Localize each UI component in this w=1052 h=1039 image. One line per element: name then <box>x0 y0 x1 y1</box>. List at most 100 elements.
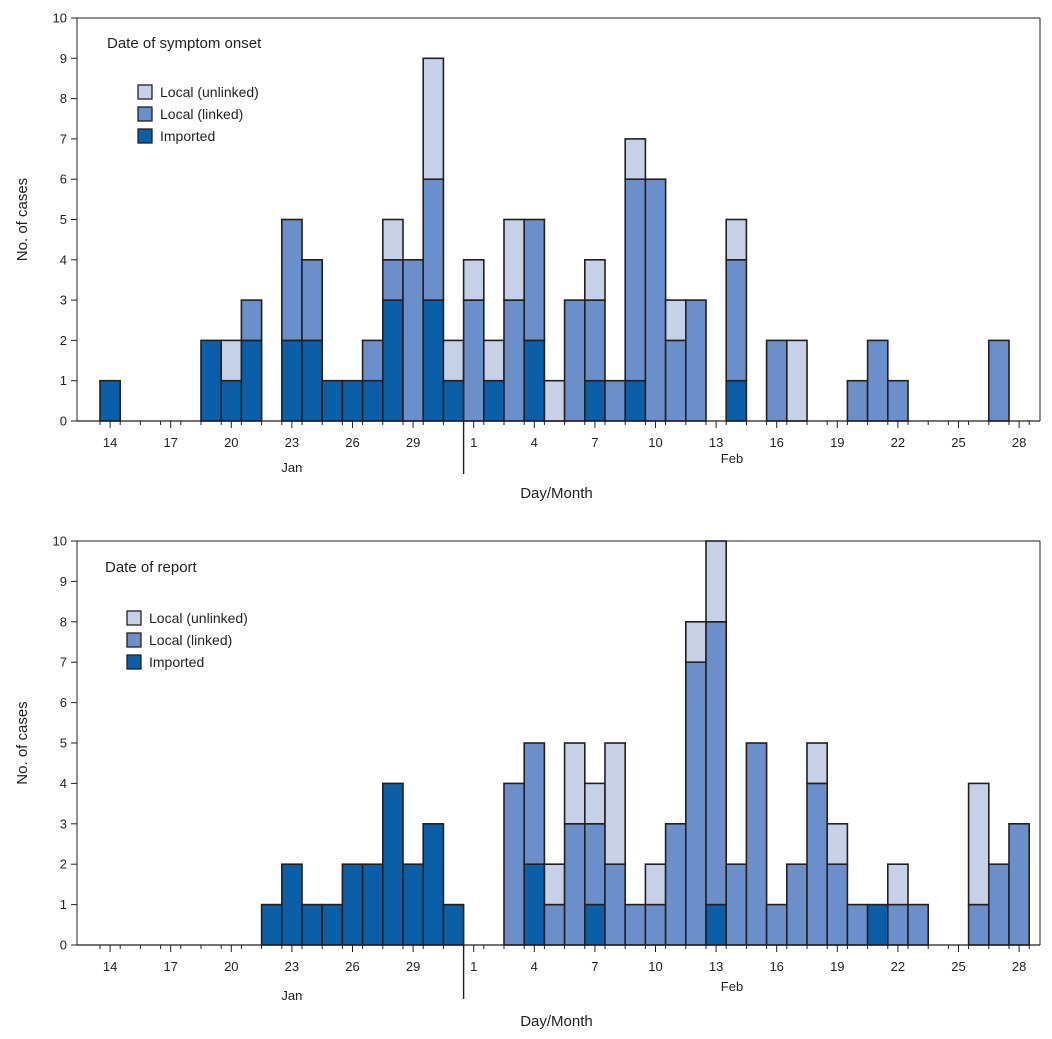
bar-segment-linked <box>866 339 889 422</box>
bar-segment-linked <box>725 863 748 946</box>
bar-segment-linked <box>684 299 707 422</box>
legend-label-imported: Imported <box>160 128 215 144</box>
bar-segment-unlinked <box>583 258 606 301</box>
bar-segment-unlinked <box>967 782 990 906</box>
bar-segment-linked <box>422 178 445 301</box>
bar-segment-unlinked <box>563 742 586 825</box>
bar-segment-unlinked <box>886 863 909 906</box>
bar-segment-imported <box>422 822 445 946</box>
bar-segment-imported <box>442 903 465 946</box>
x-tick-label: 23 <box>285 959 299 974</box>
bar-segment-linked <box>604 863 627 946</box>
legend-swatch-imported <box>126 654 142 670</box>
y-tick-label: 0 <box>60 938 67 953</box>
x-tick-label: 14 <box>103 435 117 450</box>
x-tick-label: 29 <box>406 959 420 974</box>
bar-segment-linked <box>664 339 687 422</box>
bar-segment-unlinked <box>462 258 485 301</box>
bar-segment-unlinked <box>381 218 404 261</box>
bar-segment-imported <box>200 339 223 422</box>
x-tick-label: 28 <box>1012 959 1026 974</box>
bar-segment-linked <box>523 218 546 342</box>
bar-segment-linked <box>503 299 526 422</box>
y-tick-label: 5 <box>60 736 67 751</box>
bar-segment-unlinked <box>664 299 687 342</box>
bar-segment-linked <box>1008 822 1031 946</box>
bar-segment-imported <box>583 379 606 422</box>
bar-segment-linked <box>240 299 263 342</box>
bar-segment-linked <box>644 178 667 422</box>
bar-segment-imported <box>624 379 647 422</box>
bar-segment-unlinked <box>806 742 829 785</box>
bar-segment-linked <box>987 339 1010 422</box>
x-tick-label: 13 <box>709 435 723 450</box>
bar-segment-imported <box>301 339 324 422</box>
bar-segment-unlinked <box>503 218 526 301</box>
y-axis-title: No. of cases <box>14 178 31 261</box>
bar-segment-imported <box>280 339 303 422</box>
bar-segment-imported <box>523 863 546 946</box>
x-tick-label: 26 <box>345 959 359 974</box>
bar-segment-linked <box>503 782 526 946</box>
bar-segment-linked <box>543 903 566 946</box>
y-tick-label: 8 <box>60 91 67 106</box>
x-tick-label: 14 <box>103 959 117 974</box>
bar-segment-linked <box>684 661 707 946</box>
bar-segment-unlinked <box>725 218 748 261</box>
legend-swatch-imported <box>137 128 153 144</box>
x-tick-label: 20 <box>224 959 238 974</box>
bar-segment-imported <box>361 863 384 946</box>
bar-segment-unlinked <box>624 138 647 180</box>
bar-segment-imported <box>361 379 384 422</box>
bar-segment-imported <box>321 903 344 946</box>
bar-segment-linked <box>886 379 909 422</box>
x-tick-label: 16 <box>769 959 783 974</box>
y-tick-label: 4 <box>60 776 67 791</box>
x-tick-label: 25 <box>951 435 965 450</box>
bar-segment-imported <box>381 299 404 422</box>
legend-label-local-linked: Local (linked) <box>160 106 243 122</box>
bar-segment-imported <box>705 903 728 946</box>
x-tick-label: 20 <box>224 435 238 450</box>
x-tick-label: 19 <box>830 959 844 974</box>
legend-swatch-local-linked <box>126 632 142 648</box>
bar-segment-linked <box>664 822 687 946</box>
bar-segment-unlinked <box>604 742 627 865</box>
y-tick-label: 0 <box>60 414 67 429</box>
y-tick-label: 1 <box>60 373 67 388</box>
x-axis-title: Day/Month <box>520 485 593 502</box>
bar-segment-imported <box>220 379 243 422</box>
x-tick-label: 28 <box>1012 435 1026 450</box>
bar-segment-linked <box>725 258 748 382</box>
x-tick-label: 17 <box>163 435 177 450</box>
bar-segment-imported <box>523 339 546 422</box>
x-tick-label: 7 <box>591 435 598 450</box>
bar-segment-unlinked <box>482 339 505 382</box>
bar-segment-linked <box>846 903 869 946</box>
x-tick-label: 1 <box>470 435 477 450</box>
legend-swatch-local-unlinked <box>137 84 153 100</box>
y-tick-label: 10 <box>53 534 67 549</box>
bar-segment-unlinked <box>220 339 243 382</box>
bar-segment-linked <box>604 379 627 422</box>
bar-segment-linked <box>826 863 849 946</box>
x-tick-label: 19 <box>830 435 844 450</box>
legend-label-local-unlinked: Local (unlinked) <box>160 84 259 100</box>
bar-segment-linked <box>583 299 606 382</box>
bar-segment-unlinked <box>684 620 707 663</box>
bar-segment-linked <box>301 258 324 342</box>
x-tick-label: 10 <box>648 435 662 450</box>
bar-segment-imported <box>321 379 344 422</box>
bar-segment-linked <box>563 299 586 422</box>
legend-swatch-local-linked <box>137 106 153 122</box>
bar-segment-linked <box>644 903 667 946</box>
x-tick-label: 4 <box>531 959 538 974</box>
y-tick-label: 7 <box>60 131 67 146</box>
bar-segment-linked <box>583 822 606 906</box>
x-tick-label: 22 <box>891 435 905 450</box>
bar-segment-unlinked <box>543 379 566 422</box>
x-tick-label: 29 <box>406 435 420 450</box>
bar-segment-linked <box>765 903 788 946</box>
